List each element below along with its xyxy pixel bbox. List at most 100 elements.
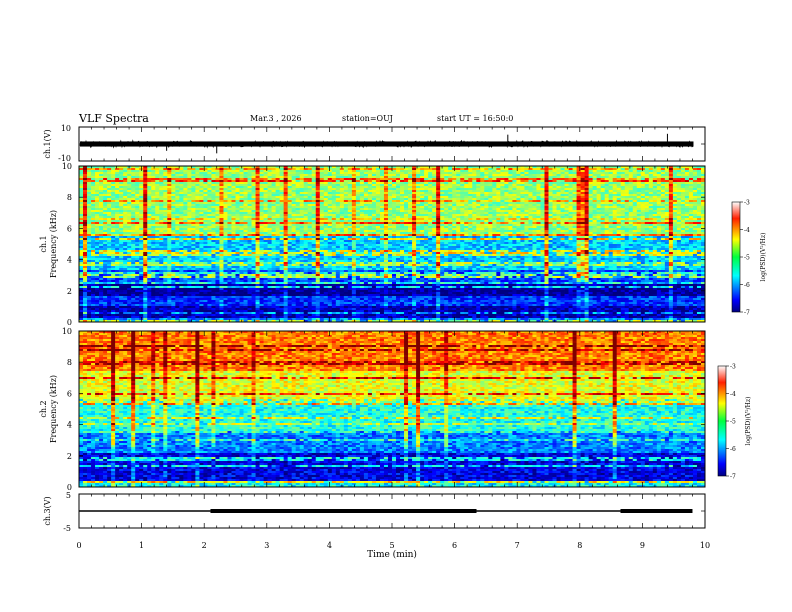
spectrogram-cell — [387, 184, 393, 187]
spectrogram-cell — [207, 174, 212, 177]
spectrogram-cell — [331, 184, 337, 187]
spectrogram-cell — [179, 196, 184, 199]
spectrogram-cell — [387, 206, 393, 209]
spectrogram-cell — [476, 224, 481, 227]
spectrogram-cell — [456, 202, 461, 205]
spectrogram-cell — [107, 182, 112, 185]
spectrogram-cell — [644, 166, 650, 169]
spectrogram-cell — [488, 206, 493, 209]
spectrogram-cell — [588, 222, 593, 225]
spectrogram-cell — [436, 178, 441, 181]
spectrogram-cell — [151, 226, 156, 229]
spectrogram-cell — [600, 208, 606, 211]
spectrogram-cell — [424, 200, 429, 203]
spectrogram-cell — [584, 166, 589, 169]
spectrogram-cell — [247, 178, 252, 181]
spectrogram-cell — [400, 198, 405, 201]
spectrogram-cell — [672, 170, 678, 173]
spectrogram-cell — [107, 170, 112, 173]
spectrogram-cell — [696, 204, 702, 207]
spectrogram-cell — [271, 218, 276, 221]
spectrogram-cell — [331, 168, 337, 171]
spectrogram-cell — [528, 224, 533, 227]
spectrogram-cell — [83, 210, 88, 213]
spectrogram-cell — [528, 190, 533, 193]
spectrogram-cell — [404, 208, 409, 211]
spectrogram-cell — [347, 226, 353, 229]
spectrogram-cell — [504, 200, 509, 203]
spectrogram-cell — [444, 182, 449, 185]
spectrogram-cell — [191, 172, 196, 175]
spectrogram-cell — [572, 226, 577, 229]
spectrogram-cell — [107, 180, 112, 183]
spectrogram-cell — [283, 196, 289, 199]
spectrogram-cell — [680, 222, 686, 225]
spectrogram-cell — [283, 198, 289, 201]
spectrogram-cell — [528, 200, 533, 203]
spectrogram-cell — [271, 206, 276, 209]
spectrogram-cell — [147, 180, 152, 183]
spectrogram-cell — [267, 182, 272, 185]
spectrogram-cell — [143, 222, 148, 225]
spectrogram-cell — [612, 218, 618, 221]
spectrogram-cell — [179, 182, 184, 185]
spectrogram-cell — [464, 188, 469, 191]
spectrogram-cell — [291, 204, 297, 207]
spectrogram-cell — [195, 200, 200, 203]
spectrogram-cell — [87, 202, 92, 205]
spectrogram-cell — [544, 218, 549, 221]
spectrogram-cell — [580, 166, 585, 169]
spectrogram-cell — [291, 222, 297, 225]
spectrogram-cell — [103, 200, 108, 203]
spectrogram-cell — [696, 186, 702, 189]
spectrogram-cell — [544, 222, 549, 225]
spectrogram-cell — [343, 176, 349, 179]
spectrogram-cell — [464, 180, 469, 183]
spectrogram-cell — [199, 222, 204, 225]
spectrogram-cell — [444, 218, 449, 221]
spectrogram-cell — [327, 174, 333, 177]
spectrogram-cell — [684, 226, 690, 229]
spectrogram-cell — [624, 190, 630, 193]
spectrogram-cell — [428, 166, 433, 169]
spectrogram-cell — [500, 186, 505, 189]
spectrogram-cell — [343, 188, 349, 191]
spectrogram-cell — [355, 196, 361, 199]
spectrogram-cell — [95, 168, 100, 171]
spectrogram-cell — [628, 206, 634, 209]
spectrogram-cell — [95, 184, 100, 187]
spectrogram-cell — [448, 222, 453, 225]
spectrogram-cell — [187, 186, 192, 189]
spectrogram-cell — [347, 190, 353, 193]
spectrogram-cell — [392, 214, 397, 217]
spectrogram-cell — [135, 216, 140, 219]
spectrogram-cell — [648, 166, 654, 169]
spectrogram-cell — [323, 176, 329, 179]
spectrogram-cell — [239, 224, 244, 227]
spectrogram-cell — [255, 204, 260, 207]
spectrogram-cell — [319, 184, 325, 187]
spectrogram-cell — [159, 222, 164, 225]
spectrogram-cell — [536, 196, 541, 199]
spectrogram-cell — [211, 226, 216, 229]
spectrogram-cell — [640, 182, 646, 185]
spectrogram-cell — [612, 184, 618, 187]
spectrogram-cell — [616, 174, 622, 177]
spectrogram-cell — [363, 206, 369, 209]
spectrogram-cell — [408, 210, 413, 213]
spectrogram-cell — [492, 198, 497, 201]
spectrogram-cell — [231, 204, 236, 207]
spectrogram-cell — [359, 206, 365, 209]
spectrogram-cell — [520, 224, 525, 227]
spectrogram-cell — [271, 186, 276, 189]
spectrogram-cell — [688, 224, 694, 227]
spectrogram-cell — [504, 212, 509, 215]
spectrogram-cell — [107, 210, 112, 213]
spectrogram-cell — [668, 196, 674, 199]
spectrogram-cell — [672, 184, 678, 187]
spectrogram-cell — [432, 214, 437, 217]
spectrogram-cell — [424, 206, 429, 209]
spectrogram-cell — [536, 210, 541, 213]
spectrogram-cell — [135, 198, 140, 201]
spectrogram-cell — [363, 184, 369, 187]
